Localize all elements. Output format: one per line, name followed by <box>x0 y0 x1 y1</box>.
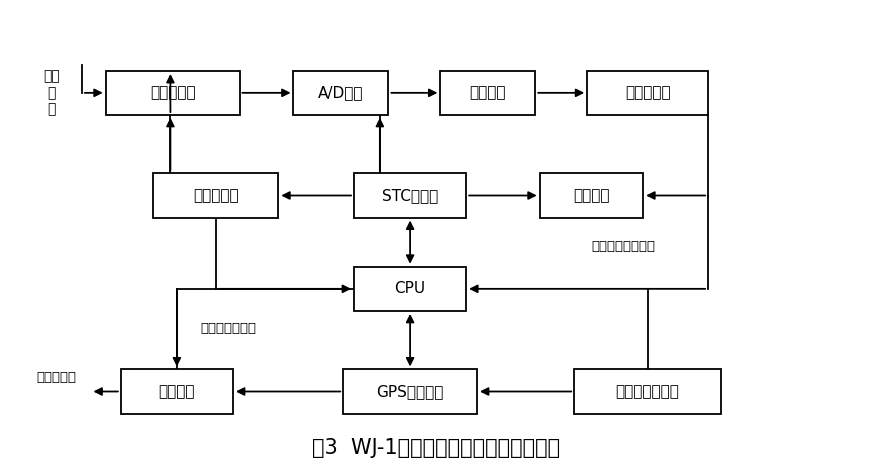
Bar <box>294 71 389 115</box>
Text: 步进电机: 步进电机 <box>573 188 610 203</box>
Text: STC单片机: STC单片机 <box>382 188 439 203</box>
Bar <box>344 370 477 414</box>
Text: 消灭干扰源: 消灭干扰源 <box>36 371 76 384</box>
Bar <box>354 266 467 311</box>
Text: 频谱分析仪: 频谱分析仪 <box>624 86 671 100</box>
Text: 干扰信号参数分析: 干扰信号参数分析 <box>591 240 656 253</box>
Text: 轨迹、路径计算: 轨迹、路径计算 <box>201 322 256 335</box>
Bar <box>574 370 721 414</box>
Bar <box>540 173 644 218</box>
Text: 经度、纬度计算: 经度、纬度计算 <box>616 384 679 399</box>
Bar <box>587 71 708 115</box>
Text: 图3  WJ-1型抗干扰侦测系统工作流程图: 图3 WJ-1型抗干扰侦测系统工作流程图 <box>312 438 560 458</box>
Text: GPS定位系统: GPS定位系统 <box>377 384 444 399</box>
Bar <box>106 71 240 115</box>
Text: 电子地图: 电子地图 <box>159 384 195 399</box>
Text: 角度传感器: 角度传感器 <box>193 188 239 203</box>
Bar <box>120 370 233 414</box>
Text: 滤波处理: 滤波处理 <box>469 86 506 100</box>
Text: CPU: CPU <box>394 281 426 296</box>
Text: A/D转换: A/D转换 <box>318 86 364 100</box>
Bar <box>440 71 535 115</box>
Text: 超宽带天线: 超宽带天线 <box>150 86 195 100</box>
Bar <box>153 173 278 218</box>
Text: 干扰
信
号: 干扰 信 号 <box>44 70 60 116</box>
Bar <box>354 173 467 218</box>
